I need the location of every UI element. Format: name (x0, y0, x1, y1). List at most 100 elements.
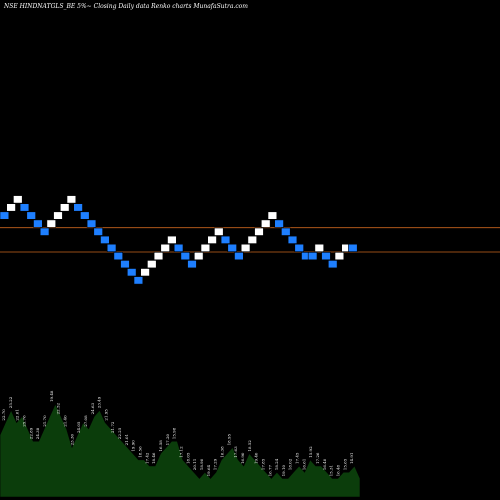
volume-label: 22.70 (1, 409, 6, 421)
volume-label: 16.61 (301, 459, 306, 470)
renko-brick (173, 243, 184, 252)
volume-label: 15.31 (329, 465, 334, 476)
volume-label: 19.64 (206, 464, 211, 476)
renko-brick (106, 243, 117, 252)
volume-label: 17.42 (144, 452, 149, 464)
volume-label: 18.52 (247, 440, 252, 452)
renko-brick (274, 219, 284, 228)
renko-brick (214, 227, 224, 236)
renko-brick (19, 203, 30, 212)
volume-label: 24.63 (90, 402, 95, 414)
volume-label: 16.48 (336, 464, 341, 476)
renko-brick (39, 227, 50, 236)
volume-label: 19.10 (281, 464, 286, 476)
volume-label: 24.05 (76, 421, 81, 433)
volume-label: 18.02 (288, 458, 293, 470)
volume-label: 21.40 (62, 415, 67, 427)
renko-brick (321, 252, 331, 261)
renko-brick (294, 243, 304, 252)
renko-brick (86, 219, 97, 228)
volume-label: 17.85 (260, 458, 265, 470)
volume-label: 22.25 (117, 427, 122, 439)
renko-brick (100, 235, 110, 244)
renko-brick (113, 252, 124, 261)
renko-brick (180, 252, 190, 261)
renko-brick (33, 219, 43, 228)
renko-brick (267, 211, 278, 220)
renko-brick (80, 211, 90, 220)
volume-label: 23.30 (69, 433, 74, 445)
renko-brick (26, 211, 36, 220)
renko-brick (147, 260, 157, 269)
volume-label: 17.12 (179, 446, 184, 458)
volume-label: 18.24 (274, 458, 279, 470)
renko-brick (167, 235, 177, 244)
renko-brick (46, 219, 57, 228)
volume-label: 16.77 (267, 464, 272, 476)
volume-label: 16.90 (240, 452, 245, 464)
renko-brick (13, 195, 23, 204)
renko-brick (53, 211, 63, 220)
renko-brick (314, 243, 324, 252)
renko-brick (153, 252, 164, 261)
volume-label: 21.01 (124, 434, 129, 445)
volume-fill (0, 403, 361, 498)
volume-label: 19.40 (254, 452, 259, 464)
volume-label: 17.45 (295, 452, 300, 464)
volume-label: 23.49 (97, 396, 102, 408)
volume-label: 20.11 (192, 459, 197, 470)
renko-brick (207, 235, 217, 244)
volume-label: 25.76 (22, 415, 27, 427)
volume-label: 16.58 (158, 440, 163, 452)
renko-brick (220, 235, 231, 244)
renko-brick (0, 211, 10, 220)
volume-label: 16.38 (220, 446, 225, 458)
renko-brick (247, 235, 257, 244)
volume-label: 24.38 (35, 427, 40, 439)
volume-label: 18.90 (199, 458, 204, 470)
renko-brick (127, 268, 137, 277)
renko-brick (120, 260, 130, 269)
renko-brick (93, 227, 103, 236)
volume-label: 22.89 (28, 427, 33, 439)
volume-label: 18.95 (226, 433, 231, 445)
volume-label: 17.29 (213, 458, 218, 470)
volume-label: 15.65 (342, 458, 347, 470)
renko-brick (234, 252, 244, 261)
renko-brick (160, 243, 170, 252)
volume-label: 21.72 (110, 421, 115, 433)
renko-brick (327, 260, 338, 269)
renko-brick (140, 268, 150, 277)
volume-label: 22.61 (15, 409, 20, 420)
renko-brick (240, 243, 251, 252)
renko-brick (187, 260, 197, 269)
renko-brick (281, 227, 291, 236)
volume-label: 22.52 (56, 402, 61, 414)
volume-label: 18.46 (151, 452, 156, 464)
volume-label: 17.26 (315, 452, 320, 464)
renko-brick (133, 276, 144, 285)
renko-brick (348, 243, 358, 252)
renko-brick (227, 243, 237, 252)
volume-label: 15.98 (172, 427, 177, 439)
volume-label: 16.40 (322, 458, 327, 470)
volume-label: 18.05 (185, 452, 190, 464)
renko-brick (73, 203, 83, 212)
renko-brick (307, 252, 318, 261)
chart-title: NSE HINDNATGLS_BE 5%~ Closing Daily data… (3, 3, 248, 10)
renko-brick (66, 195, 77, 204)
volume-label: 17.20 (165, 433, 170, 445)
volume-label: 19.90 (131, 440, 136, 452)
volume-area (0, 403, 361, 498)
volume-label: 17.63 (233, 446, 238, 458)
renko-brick (334, 252, 345, 261)
volume-label: 21.70 (42, 415, 47, 427)
renko-brick (6, 203, 16, 212)
renko-brick (59, 203, 70, 212)
volume-label: 25.22 (8, 396, 13, 408)
volume-label: 21.95 (103, 409, 108, 421)
renko-brick (287, 235, 298, 244)
renko-brick (194, 252, 204, 261)
